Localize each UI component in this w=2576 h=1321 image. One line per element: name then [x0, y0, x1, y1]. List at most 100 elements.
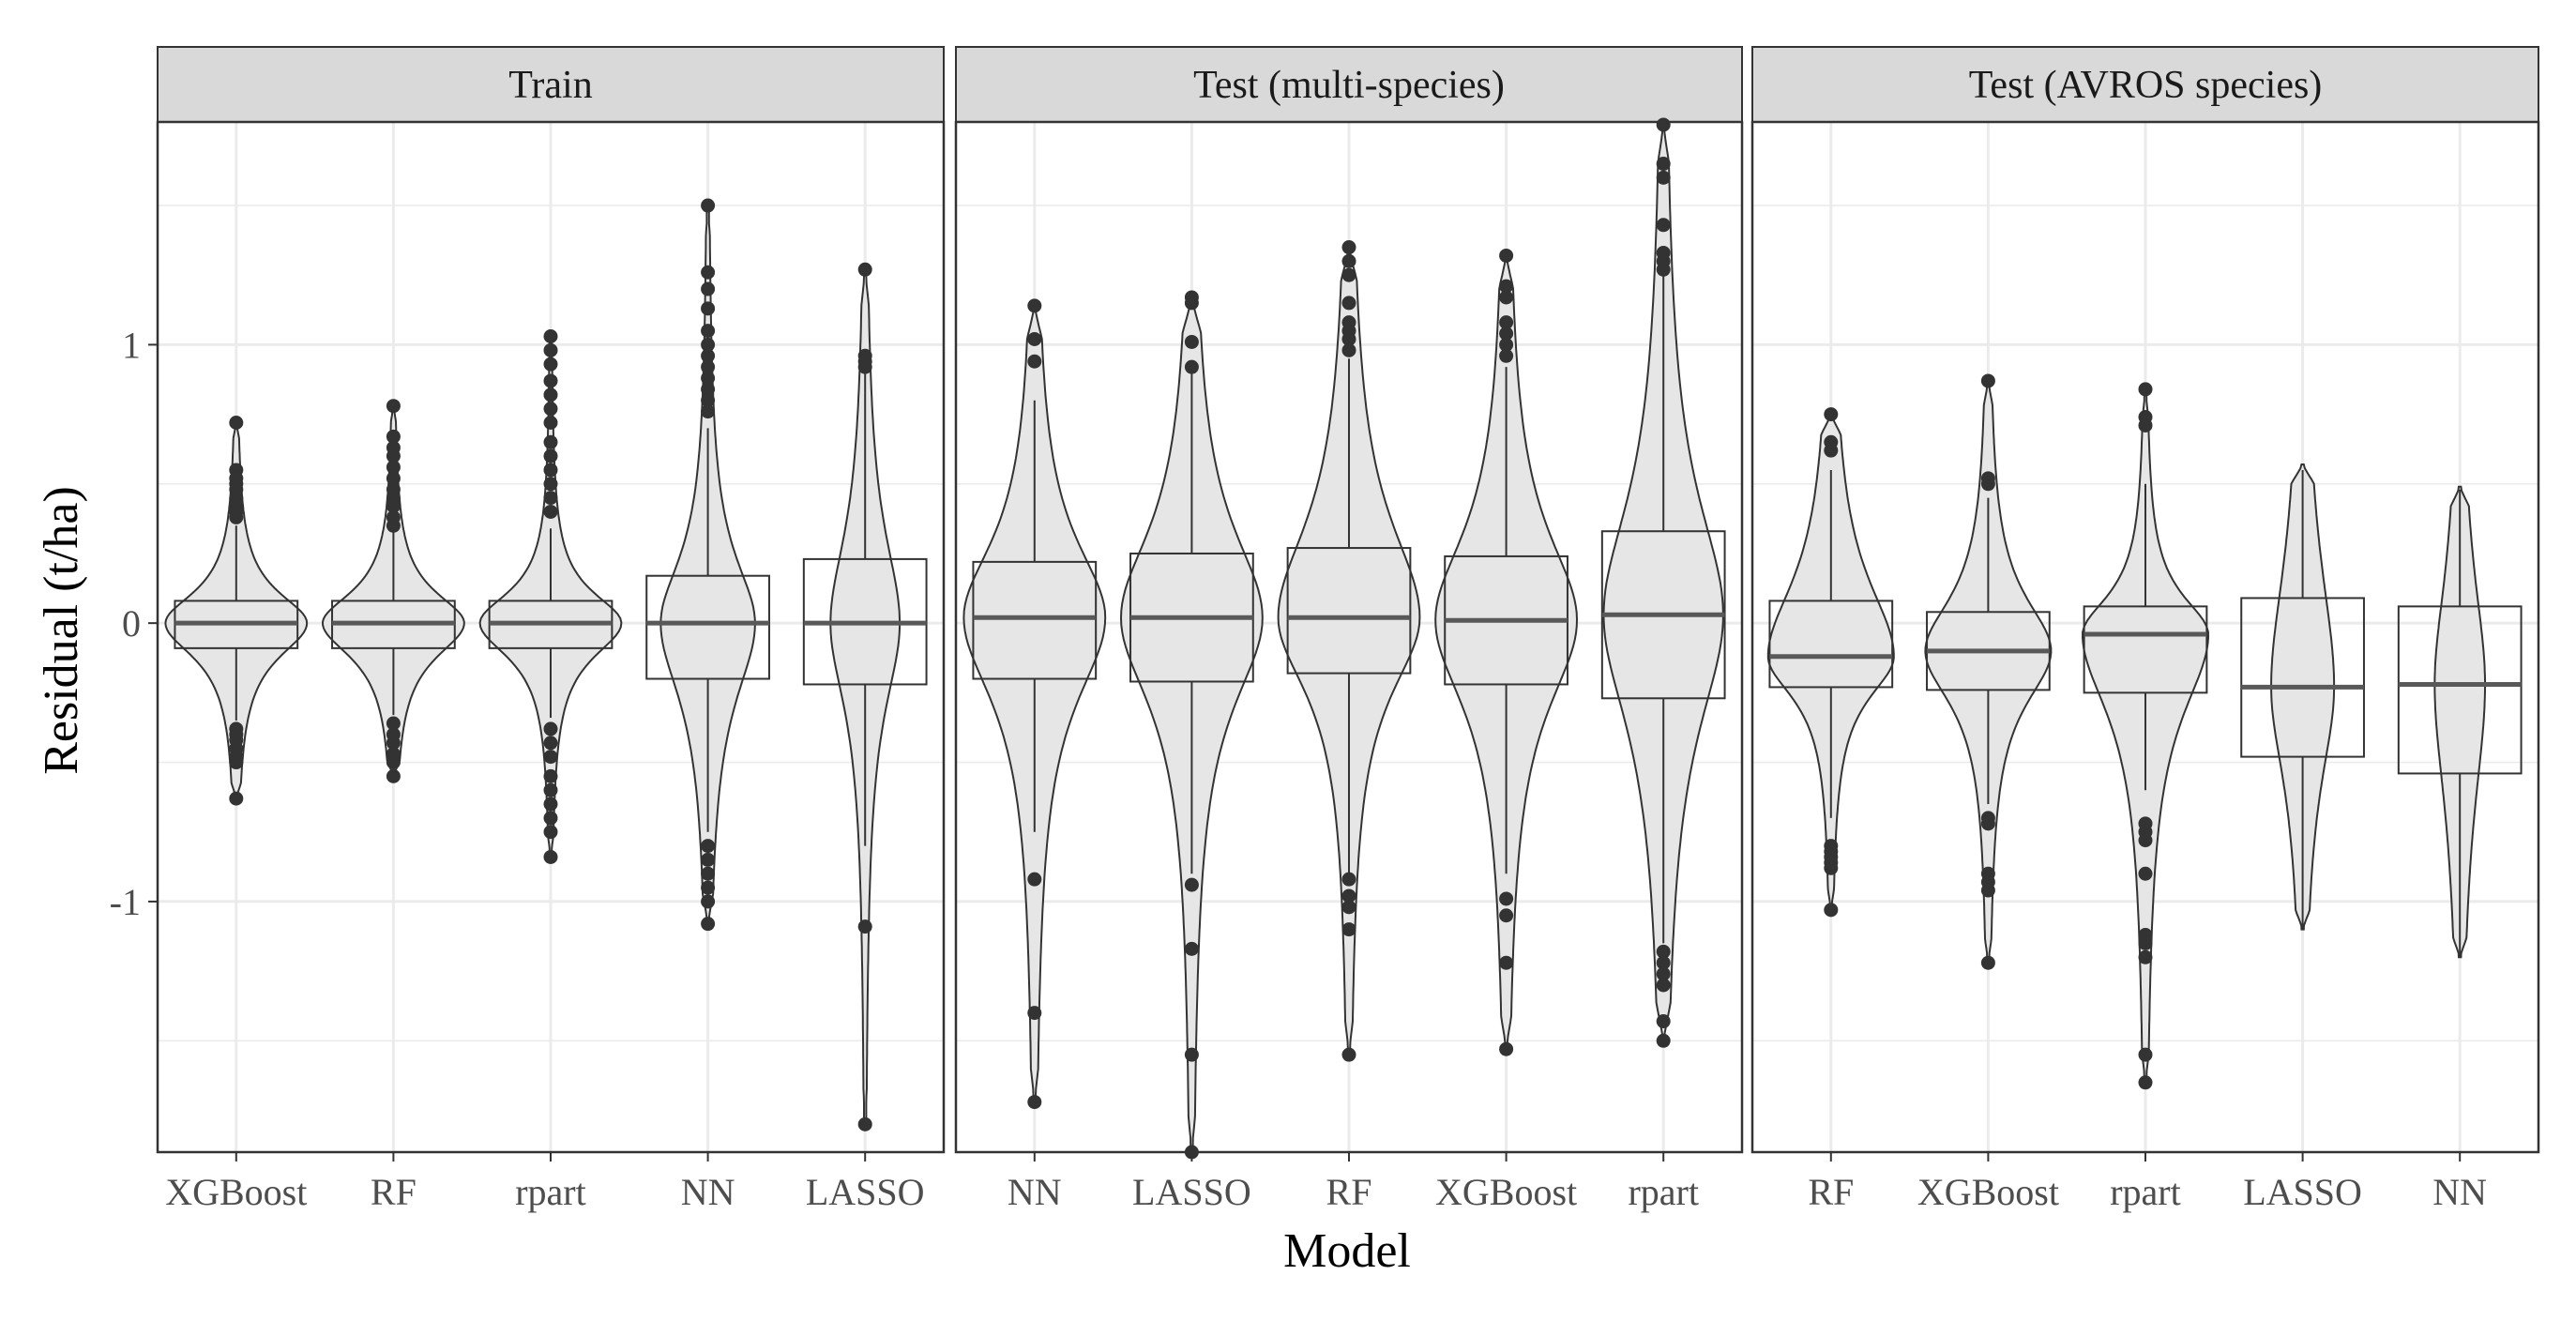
outlier-point: [1980, 883, 1995, 898]
outlier-point: [1499, 315, 1514, 330]
outlier-point: [2138, 382, 2153, 397]
outlier-point: [701, 839, 716, 854]
facet-strip-label: Test (multi-species): [1193, 64, 1505, 107]
outlier-point: [543, 768, 558, 783]
outlier-point: [1027, 872, 1042, 887]
outlier-point: [1980, 477, 1995, 492]
outlier-point: [701, 265, 716, 280]
model-rf: RF: [1766, 407, 1895, 1213]
model-xgboost: XGBoost: [164, 415, 309, 1213]
model-rf: RF: [1277, 240, 1421, 1213]
model-lasso: LASSO: [2240, 463, 2365, 1213]
outlier-point: [543, 448, 558, 463]
outlier-point: [386, 716, 401, 731]
outlier-point: [701, 359, 716, 374]
y-axis-title: Residual (t/ha): [35, 486, 88, 775]
x-tick-label: rpart: [515, 1171, 586, 1213]
outlier-point: [386, 755, 401, 770]
outlier-point: [386, 460, 401, 475]
outlier-point: [1341, 888, 1356, 903]
outlier-point: [2138, 1075, 2153, 1090]
box: [645, 574, 770, 680]
box: [2083, 605, 2208, 694]
outlier-point: [701, 324, 716, 339]
outlier-point: [1980, 816, 1995, 831]
outlier-point: [701, 371, 716, 386]
outlier-point: [543, 463, 558, 478]
y-axis: -1 0 1: [110, 324, 158, 923]
x-tick-label: XGBoost: [1435, 1171, 1577, 1213]
model-lasso: LASSO: [1119, 290, 1264, 1213]
box: [2397, 605, 2523, 775]
outlier-point: [543, 797, 558, 812]
outlier-point: [543, 849, 558, 864]
outlier-point: [701, 880, 716, 895]
outlier-point: [701, 348, 716, 363]
outlier-point: [1499, 1041, 1514, 1056]
outlier-point: [543, 342, 558, 357]
outlier-point: [229, 509, 244, 524]
outlier-point: [1656, 955, 1671, 970]
outlier-point: [543, 750, 558, 765]
outlier-point: [1499, 326, 1514, 342]
outlier-point: [1499, 908, 1514, 923]
outlier-point: [1341, 253, 1356, 268]
outlier-point: [1499, 955, 1514, 970]
outlier-point: [1184, 296, 1199, 311]
outlier-point: [543, 491, 558, 506]
outlier-point: [543, 357, 558, 372]
model-rpart: rpart: [1600, 117, 1726, 1213]
outlier-point: [2138, 866, 2153, 881]
outlier-point: [1499, 248, 1514, 263]
outlier-point: [857, 359, 872, 374]
outlier-point: [1341, 267, 1356, 282]
x-tick-label: LASSO: [1132, 1171, 1251, 1213]
x-tick-label: XGBoost: [1917, 1171, 2059, 1213]
outlier-point: [229, 755, 244, 770]
outlier-point: [386, 518, 401, 533]
outlier-point: [1656, 944, 1671, 959]
outlier-point: [1341, 922, 1356, 937]
outlier-point: [701, 393, 716, 408]
outlier-point: [1656, 157, 1671, 172]
model-lasso: LASSO: [802, 262, 928, 1213]
model-nn: NN: [2397, 485, 2523, 1213]
outlier-point: [2138, 418, 2153, 433]
outlier-point: [1499, 279, 1514, 294]
outlier-point: [543, 373, 558, 388]
outlier-point: [386, 448, 401, 463]
outlier-point: [701, 866, 716, 881]
outlier-point: [543, 415, 558, 430]
outlier-point: [1341, 342, 1356, 357]
outlier-point: [1027, 331, 1042, 346]
model-rpart: rpart: [2081, 382, 2210, 1213]
outlier-point: [2138, 935, 2153, 950]
outlier-point: [1499, 290, 1514, 305]
panel-border: [954, 120, 1744, 1154]
outlier-point: [1824, 407, 1839, 422]
outlier-point: [857, 1116, 872, 1131]
x-tick-label: NN: [2432, 1171, 2487, 1213]
facet-strip: [1751, 46, 2539, 123]
outlier-point: [229, 415, 244, 430]
outlier-point: [543, 811, 558, 826]
outlier-point: [701, 404, 716, 419]
outlier-point: [386, 429, 401, 444]
x-tick-label: LASSO: [2243, 1171, 2362, 1213]
facet-strip: [157, 46, 945, 123]
outlier-point: [1184, 877, 1199, 892]
y-tick-label: 1: [122, 324, 141, 366]
model-rf: RF: [321, 399, 465, 1213]
box: [1768, 600, 1894, 689]
outlier-point: [386, 471, 401, 486]
outlier-point: [386, 499, 401, 514]
outlier-point: [1341, 872, 1356, 887]
outlier-point: [543, 387, 558, 402]
outlier-point: [1341, 296, 1356, 311]
outlier-point: [1499, 348, 1514, 363]
model-xgboost: XGBoost: [1434, 248, 1579, 1213]
outlier-point: [386, 736, 401, 751]
outlier-point: [2138, 833, 2153, 848]
outlier-point: [1656, 1014, 1671, 1029]
outlier-point: [1027, 1006, 1042, 1021]
